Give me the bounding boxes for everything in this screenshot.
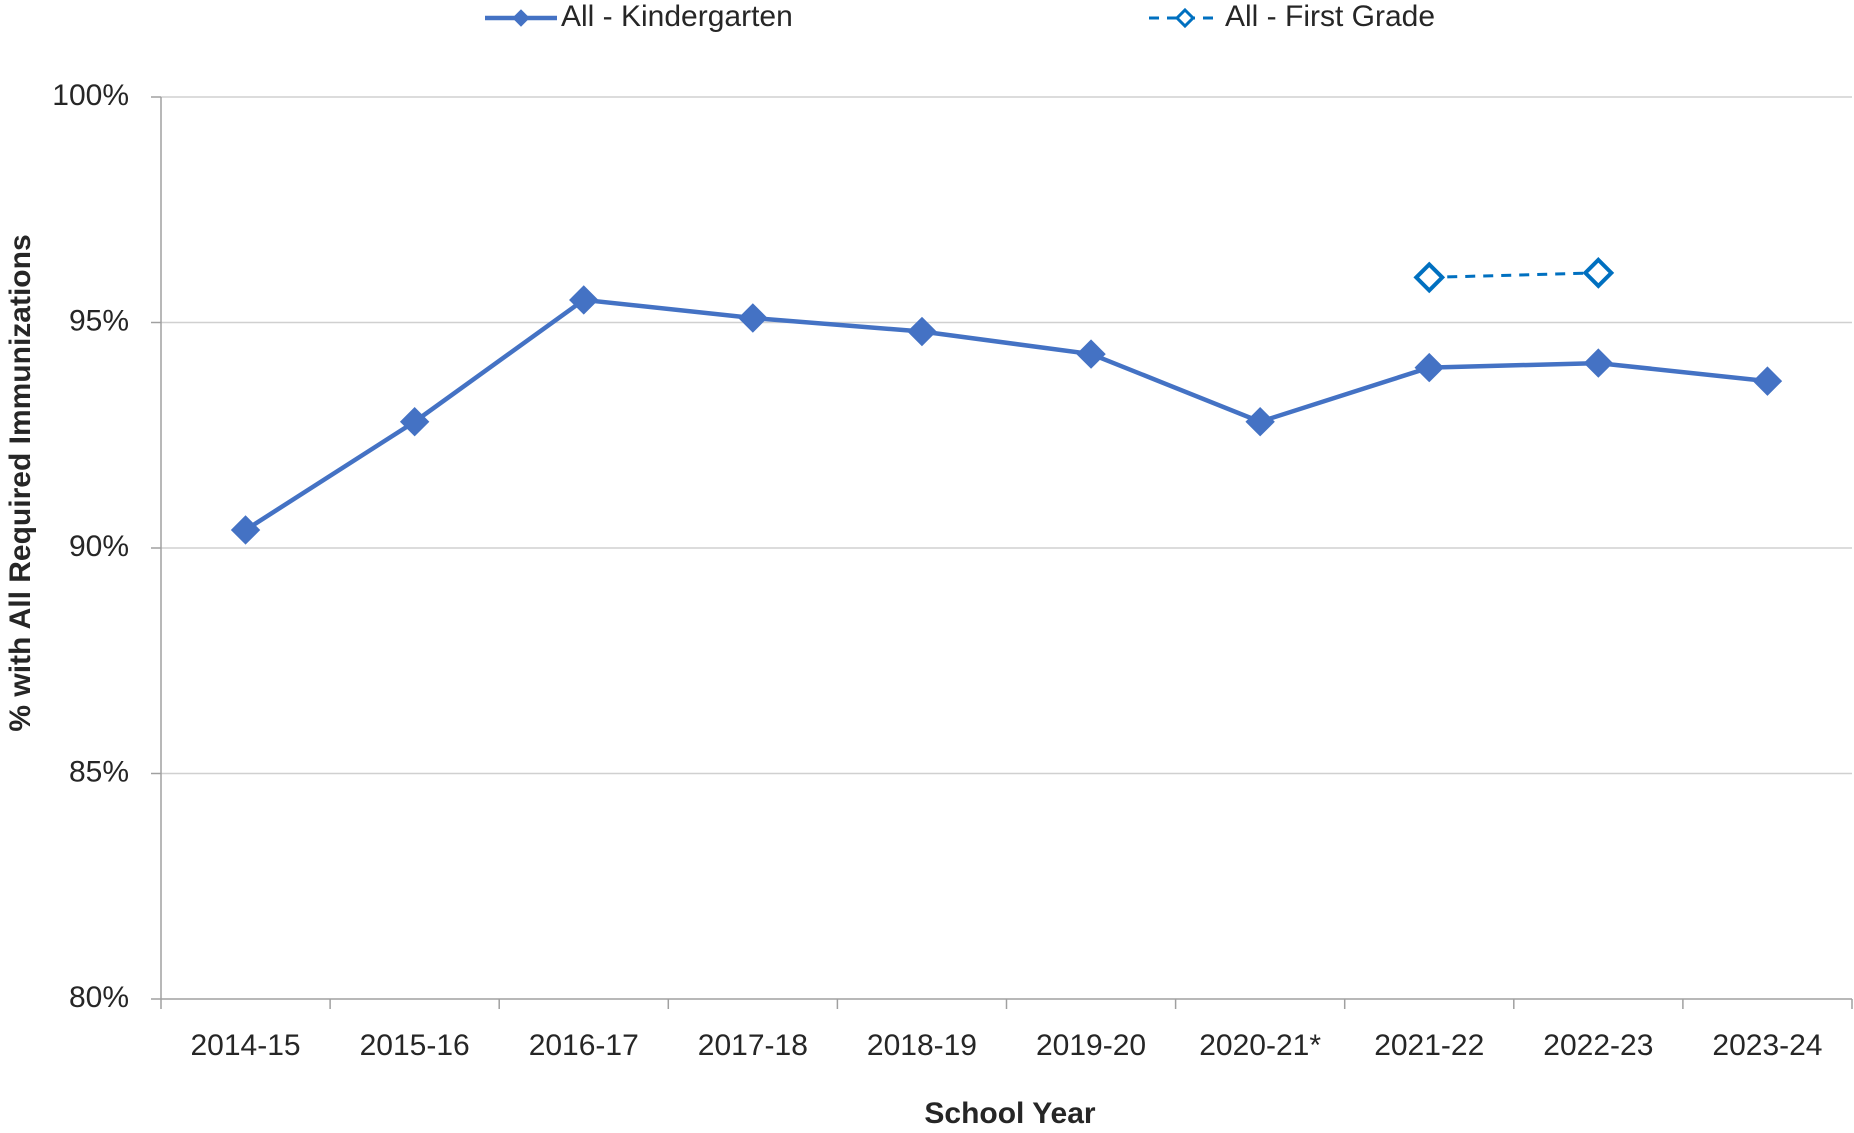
x-tick-label: 2023-24 [1712, 1029, 1822, 1062]
y-tick-label: 90% [69, 530, 129, 563]
y-axis-title: % with All Required Immunizations [4, 234, 37, 731]
legend-label: All - First Grade [1225, 0, 1435, 33]
data-point [1752, 366, 1783, 396]
x-tick-label: 2021-22 [1374, 1029, 1484, 1062]
y-tick-label: 100% [52, 79, 129, 112]
legend-marker [1174, 7, 1196, 29]
series-line [1429, 271, 1599, 279]
data-point [399, 407, 430, 437]
data-point [230, 515, 261, 545]
y-tick-label: 80% [69, 981, 129, 1014]
data-point [1583, 348, 1614, 378]
x-tick-label: 2022-23 [1543, 1029, 1653, 1062]
x-axis-title: School Year [924, 1097, 1096, 1130]
x-tick-label: 2014-15 [190, 1029, 300, 1062]
data-point [907, 316, 937, 347]
x-tick-label: 2018-19 [867, 1029, 977, 1062]
x-tick-label: 2016-17 [529, 1029, 639, 1062]
data-point [1076, 339, 1106, 369]
data-point [1414, 352, 1444, 383]
data-point [1413, 261, 1446, 294]
series-line [244, 297, 1768, 532]
legend-label: All - Kindergarten [561, 0, 793, 33]
data-point [738, 303, 768, 333]
y-tick-label: 95% [69, 304, 129, 337]
x-tick-label: 2019-20 [1036, 1029, 1146, 1062]
data-point [1582, 257, 1615, 289]
legend-marker [512, 9, 530, 27]
x-tick-label: 2020-21* [1199, 1029, 1321, 1062]
data-point [1245, 407, 1275, 437]
data-point [569, 285, 599, 315]
y-tick-label: 85% [69, 755, 129, 788]
x-tick-label: 2017-18 [698, 1029, 808, 1062]
x-tick-label: 2015-16 [360, 1029, 470, 1062]
